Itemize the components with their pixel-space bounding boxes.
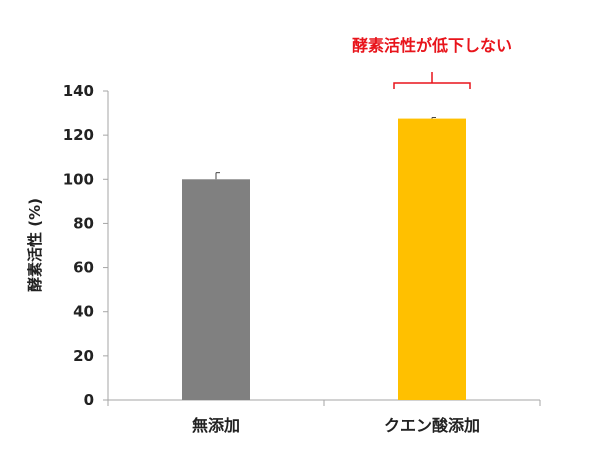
y-axis-label: 酵素活性 (%) — [26, 198, 44, 292]
y-tick-label: 140 — [63, 82, 94, 100]
annotation-bracket — [393, 72, 471, 89]
bar — [398, 118, 466, 400]
x-category-label: クエン酸添加 — [384, 416, 480, 435]
y-tick-label: 20 — [73, 347, 94, 365]
y-tick-label: 80 — [73, 214, 94, 232]
bars: 無添加 クエン酸添加 — [182, 116, 480, 435]
bar — [182, 179, 250, 400]
y-tick-label: 100 — [63, 170, 94, 188]
error-bar — [215, 172, 220, 180]
annotation: 酵素活性が低下しない — [352, 36, 512, 89]
y-axis: 0 20 40 60 80 100 120 140 — [63, 82, 109, 409]
y-tick-label: 0 — [84, 391, 94, 409]
error-bar — [431, 116, 436, 119]
annotation-text: 酵素活性が低下しない — [352, 36, 512, 55]
x-category-label: 無添加 — [192, 416, 240, 435]
y-tick-label: 40 — [73, 303, 94, 321]
x-axis — [107, 399, 541, 406]
y-tick-label: 60 — [73, 259, 94, 277]
y-tick-label: 120 — [63, 126, 94, 144]
